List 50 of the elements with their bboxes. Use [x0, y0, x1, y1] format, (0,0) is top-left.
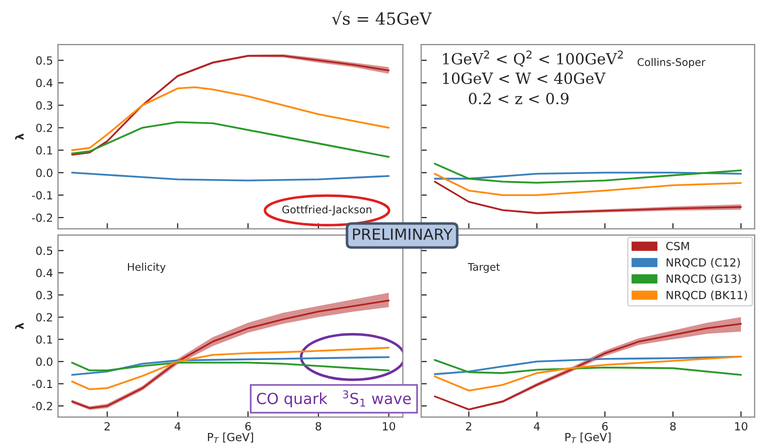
annotation: 1GeV$^{2}$ < Q$^{2}$ < 100GeV$^{2}$: [443, 50, 623, 67]
annotation: PRELIMINARY: [353, 228, 453, 240]
y-tick-label: 0.2: [36, 124, 52, 132]
annotation: Gottfried-Jackson: [282, 205, 372, 216]
y-tick-label: 0.5: [36, 246, 52, 255]
line-series: [71, 121, 390, 158]
x-tick-label: 2: [466, 422, 472, 430]
y-tick-label: 0.4: [36, 78, 53, 88]
y-tick-label: 0.1: [36, 146, 52, 155]
x-axis-title: P$_{T}$ [GeV]: [208, 432, 254, 443]
line-series: [71, 172, 390, 182]
annotation: 0.2 < z < 0.9: [468, 92, 568, 104]
annotation: Target: [468, 263, 500, 273]
y-tick-label: 0.3: [36, 101, 52, 110]
annotation: Helicity: [128, 262, 166, 273]
legend-label: NRQCD (G13): [666, 274, 741, 284]
x-tick-label: 6: [602, 422, 608, 430]
y-tick-label: -0.1: [32, 191, 52, 200]
x-axis-title: P$_{T}$ [GeV]: [565, 432, 610, 443]
y-tick-label: 0.0: [36, 358, 52, 366]
y-tick-label: 0.0: [36, 168, 52, 178]
y-tick-label: -0.1: [32, 380, 52, 388]
x-tick-label: 4: [534, 422, 540, 430]
x-tick-label: 10: [382, 422, 396, 430]
line-series: [71, 86, 390, 152]
legend-label: NRQCD (BK11): [666, 290, 747, 301]
y-axis-title: λ: [15, 134, 24, 140]
annotation: CO quark $^{3}$S$_{1}$ wave: [256, 390, 411, 408]
y-tick-label: 0.4: [36, 268, 53, 278]
legend-label: NRQCD (C12): [666, 258, 740, 268]
x-tick-label: 8: [316, 422, 322, 430]
line-series: [71, 346, 390, 390]
line-series: [71, 356, 390, 376]
annotation: Collins-Soper: [638, 58, 706, 68]
line-series: [71, 362, 390, 372]
x-tick-label: 10: [735, 422, 748, 430]
y-tick-label: 0.3: [36, 290, 52, 300]
y-tick-label: 0.5: [36, 56, 52, 65]
chart-title: √s = 45GeV: [332, 11, 432, 25]
x-tick-label: 8: [670, 422, 676, 430]
annotation: 10GeV < W < 40GeV: [443, 72, 606, 84]
legend-label: CSM: [666, 242, 689, 250]
y-tick-label: 0.1: [36, 335, 52, 344]
x-tick-label: 2: [104, 422, 110, 430]
y-tick-label: 0.2: [36, 313, 52, 322]
x-tick-label: 6: [245, 422, 251, 430]
x-tick-label: 4: [174, 422, 181, 430]
y-tick-label: -0.2: [32, 214, 52, 222]
y-tick-label: -0.2: [32, 402, 52, 410]
y-axis-title: λ: [15, 322, 24, 330]
